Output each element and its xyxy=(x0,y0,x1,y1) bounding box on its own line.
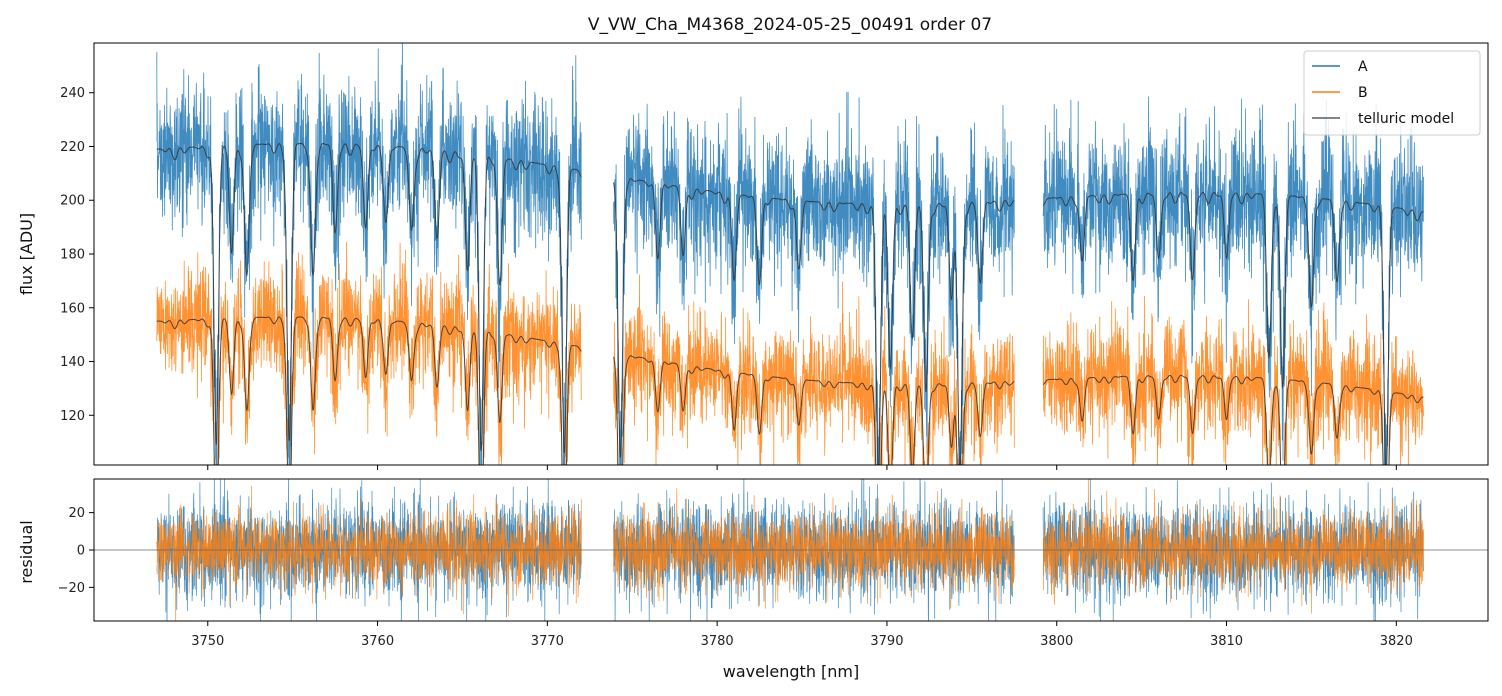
flux-y-tick-label: 200 xyxy=(60,194,85,209)
residual-y-axis: −20 0 20 xyxy=(58,506,94,596)
flux-y-tick-label: 140 xyxy=(60,355,85,370)
x-tick-label: 3820 xyxy=(1380,634,1413,649)
flux-y-tick-label: 220 xyxy=(60,140,85,155)
residual-y-tick-label: 0 xyxy=(77,544,85,559)
flux-y-tick-label: 180 xyxy=(60,248,85,263)
residual-series-layer xyxy=(94,479,1488,621)
telluric-model-b-segment-1 xyxy=(156,316,582,465)
residual-y-tick-label: 20 xyxy=(68,506,85,521)
series-b-flux-segment-3 xyxy=(1042,295,1424,465)
series-b-residual-segment-2 xyxy=(613,488,1015,609)
series-a-flux-segment-3 xyxy=(1042,96,1424,465)
telluric-model-a-segment-2 xyxy=(613,178,1015,465)
legend: A B telluric model xyxy=(1303,50,1481,136)
flux-y-axis-label: flux [ADU] xyxy=(17,213,36,295)
flux-series-layer xyxy=(156,43,1424,465)
flux-x-ticks xyxy=(207,465,1397,470)
x-tick-label: 3800 xyxy=(1040,634,1073,649)
flux-y-tick-label: 120 xyxy=(60,409,85,424)
telluric-model-a-segment-1 xyxy=(156,142,582,453)
x-tick-label: 3770 xyxy=(531,634,564,649)
telluric-model-b-segment-2 xyxy=(613,355,1015,465)
x-tick-label: 3760 xyxy=(361,634,394,649)
x-tick-label: 3790 xyxy=(870,634,903,649)
flux-y-tick-label: 240 xyxy=(60,86,85,101)
chart-title: V_VW_Cha_M4368_2024-05-25_00491 order 07 xyxy=(588,15,992,35)
residual-y-axis-label: residual xyxy=(17,520,36,583)
telluric-model-a-segment-3 xyxy=(1042,191,1424,465)
x-tick-label: 3750 xyxy=(191,634,224,649)
series-b-flux-segment-2 xyxy=(613,274,1015,465)
x-tick-label: 3810 xyxy=(1210,634,1243,649)
x-axis-label: wavelength [nm] xyxy=(723,662,860,681)
flux-y-axis: 120 140 160 180 200 220 240 xyxy=(60,86,94,424)
legend-box xyxy=(1303,50,1481,136)
series-b-flux-segment-1 xyxy=(156,241,582,465)
telluric-model-b-segment-3 xyxy=(1042,374,1424,465)
flux-panel: 120 140 160 180 200 220 240 flux [ADU] A B tel… xyxy=(17,42,1489,470)
legend-label-telluric: telluric model xyxy=(1358,111,1454,127)
residual-y-tick-label: −20 xyxy=(58,581,85,596)
series-b-residual-segment-3 xyxy=(1042,479,1424,614)
legend-label-b: B xyxy=(1358,85,1368,101)
series-b-residual-segment-1 xyxy=(156,485,582,621)
legend-label-a: A xyxy=(1358,59,1368,75)
flux-y-tick-label: 160 xyxy=(60,301,85,316)
residual-x-axis: 3750 3760 3770 3780 3790 3800 3810 3820 xyxy=(191,621,1413,649)
x-tick-label: 3780 xyxy=(701,634,734,649)
